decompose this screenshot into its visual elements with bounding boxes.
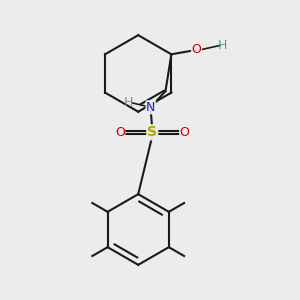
Text: H: H [218, 39, 228, 52]
Text: O: O [191, 44, 201, 56]
Text: O: O [115, 126, 125, 139]
Text: O: O [180, 126, 190, 139]
Text: N: N [146, 101, 155, 114]
Text: H: H [124, 96, 134, 110]
Text: S: S [147, 125, 157, 139]
